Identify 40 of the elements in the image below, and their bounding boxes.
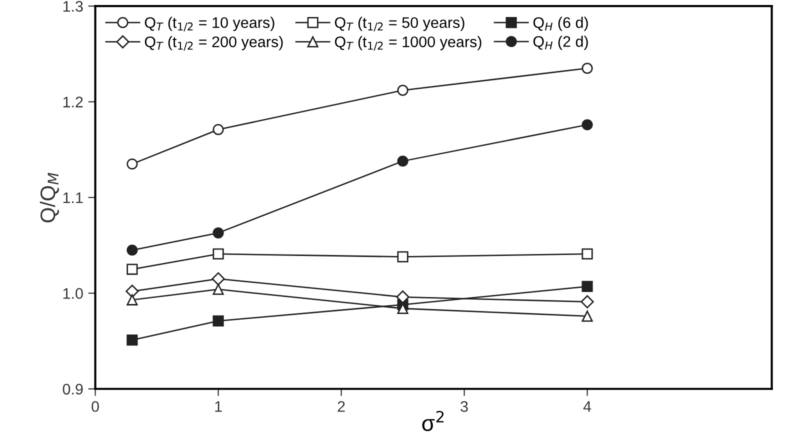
- x-axis-title: σ$^{2}$: [422, 410, 444, 432]
- legend-label: Q$_{T}$ (t$_{1/2}$ = 10 years): [144, 16, 274, 32]
- point: [582, 310, 593, 322]
- point: [126, 158, 138, 170]
- legend-label: Q$_{H}$ (6 d): [533, 16, 588, 32]
- x-tick-label: 1: [215, 401, 222, 412]
- point: [126, 334, 138, 346]
- point: [126, 244, 138, 256]
- point: [397, 156, 408, 167]
- y-axis-title: Q/Q$_{M}$: [40, 172, 59, 222]
- point: [126, 294, 138, 306]
- point: [582, 248, 593, 260]
- y-tick-label: 1.3: [63, 0, 83, 12]
- legend-label: Q$_{T}$ (t$_{1/2}$ = 200 years): [144, 36, 283, 51]
- legend-label: Q$_{T}$ (t$_{1/2}$ = 1000 years): [334, 36, 482, 51]
- x-tick-label: 4: [583, 401, 592, 412]
- point: [212, 124, 224, 136]
- point: [212, 315, 224, 326]
- y-tick-label: 1.2: [63, 96, 83, 108]
- point: [212, 227, 224, 238]
- y-tick-label: 1.0: [63, 288, 83, 299]
- point: [212, 272, 225, 286]
- legend-label: Q$_{T}$ (t$_{1/2}$ = 50 years): [334, 16, 464, 32]
- legend-label: Q$_{H}$ (2 d): [533, 36, 588, 50]
- point: [126, 264, 138, 275]
- point: [580, 295, 594, 308]
- point: [582, 119, 593, 130]
- point: [397, 84, 408, 96]
- point: [582, 280, 593, 292]
- point: [397, 251, 408, 262]
- x-tick-label: 2: [338, 401, 345, 412]
- x-tick-label: 0: [92, 401, 99, 412]
- point: [126, 284, 139, 298]
- point: [212, 284, 224, 295]
- point: [582, 62, 593, 74]
- y-tick-label: 1.1: [63, 192, 83, 204]
- y-tick-label: 0.9: [62, 384, 83, 395]
- point: [212, 248, 224, 260]
- x-tick-label: 3: [460, 401, 468, 412]
- point: [396, 290, 410, 304]
